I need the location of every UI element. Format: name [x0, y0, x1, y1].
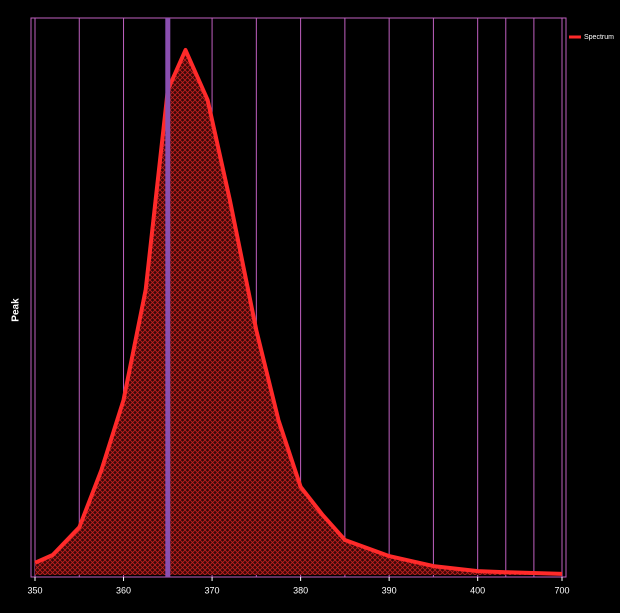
- y-axis-label: Peak: [11, 298, 22, 322]
- legend-label: Spectrum: [584, 34, 614, 41]
- x-tick-label: 380: [293, 585, 308, 595]
- x-tick-label: 400: [470, 585, 485, 595]
- line: [34, 48, 563, 576]
- x-tick-label: 700: [554, 585, 569, 595]
- x-tick-label: 390: [382, 585, 397, 595]
- plot-frame: [30, 17, 567, 578]
- x-tick-label: 370: [205, 585, 220, 595]
- x-tick-label: 360: [116, 585, 131, 595]
- x-tick-label: 350: [27, 585, 42, 595]
